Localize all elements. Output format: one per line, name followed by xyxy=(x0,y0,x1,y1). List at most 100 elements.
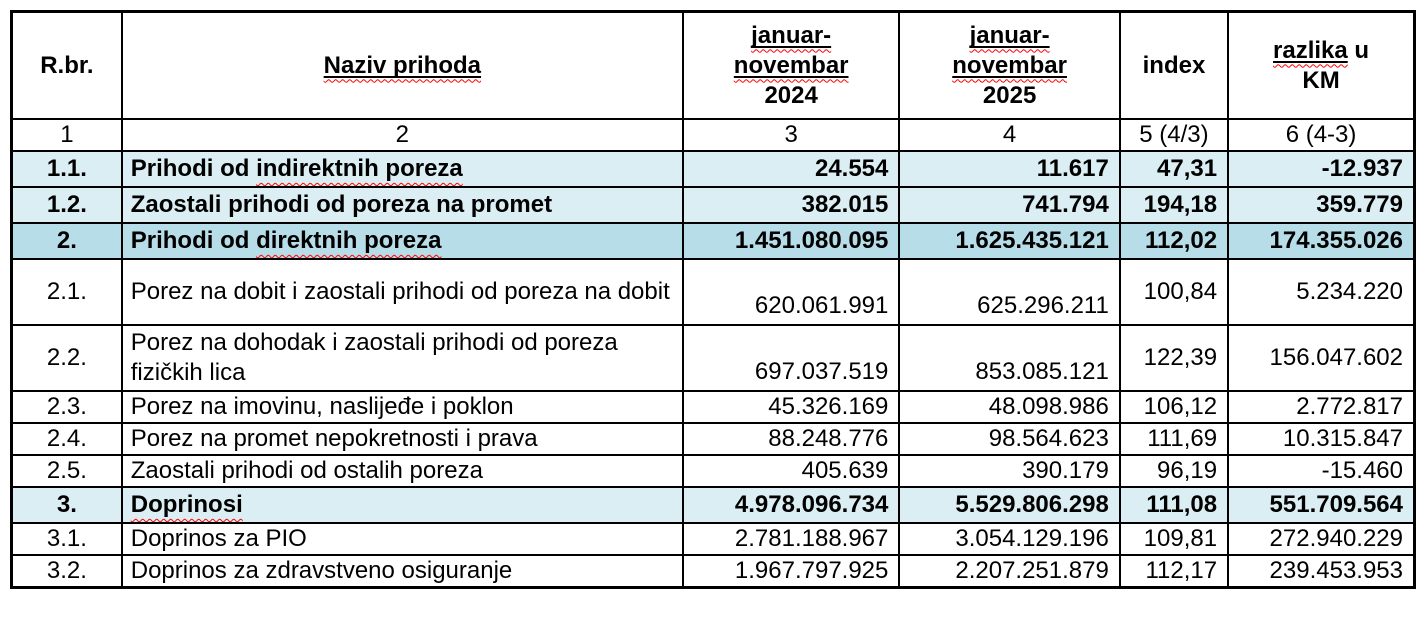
text-part: Zaostali prihodi od ostalih poreza xyxy=(130,457,483,484)
column-header-naziv: Naziv prihoda xyxy=(120,10,684,120)
text-part: Porez na dohodak i zaostali prihodi od p… xyxy=(130,329,618,386)
text-part: Porez na dobit i zaostali prihodi od por… xyxy=(130,278,670,305)
revenue-name-cell: Porez na dohodak i zaostali prihodi od p… xyxy=(120,324,684,392)
text-part-misspelled: Naziv prihoda xyxy=(324,52,481,79)
table-row-1-2: 1.2. Zaostali prihodi od poreza na promet… xyxy=(10,186,1416,224)
column-header-razlika: razlika u KM xyxy=(1227,10,1416,120)
squiggle-text: novembar xyxy=(733,51,849,79)
value-2024-cell: 45.326.169 xyxy=(681,390,901,424)
column-number-cell: 1 xyxy=(10,118,123,152)
difference-cell: 272.940.229 xyxy=(1227,522,1416,556)
index-cell: 194,18 xyxy=(1118,186,1230,224)
difference-cell: 551.709.564 xyxy=(1227,486,1416,524)
difference-cell: 10.315.847 xyxy=(1227,422,1416,456)
difference-cell: -12.937 xyxy=(1227,150,1416,188)
text-part: Porez na imovinu, naslijeđe i poklon xyxy=(130,393,514,420)
squiggle-text: razlika xyxy=(1273,36,1348,64)
difference-cell: 174.355.026 xyxy=(1227,222,1416,260)
value-2024-cell: 405.639 xyxy=(681,454,901,488)
difference-cell: 156.047.602 xyxy=(1227,324,1416,392)
value-2025-cell: 11.617 xyxy=(898,150,1121,188)
difference-cell: 239.453.953 xyxy=(1227,554,1416,589)
index-cell: 122,39 xyxy=(1118,324,1230,392)
value-2024-cell: 88.248.776 xyxy=(681,422,901,456)
text-part: Porez na promet nepokretnosti i prava xyxy=(130,425,538,452)
index-cell: 96,19 xyxy=(1118,454,1230,488)
index-cell: 47,31 xyxy=(1118,150,1230,188)
table-row-3-1: 3.1. Doprinos za PIO 2.781.188.967 3.054.12… xyxy=(10,522,1416,556)
text-part: 2024 xyxy=(764,81,818,109)
table-row-3-2: 3.2. Doprinos za zdravstveno osiguranje 1.… xyxy=(10,554,1416,589)
value-2025-cell: 5.529.806.298 xyxy=(898,486,1121,524)
table-row-2-5: 2.5. Zaostali prihodi od ostalih poreza 40… xyxy=(10,454,1416,488)
text-part: Doprinos za PIO xyxy=(130,525,307,552)
value-2025-cell: 48.098.986 xyxy=(898,390,1121,424)
revenue-table-container: R.br. Naziv prihoda januar-novembar 2024 jan… xyxy=(10,10,1416,589)
text-part: Prihodi od xyxy=(130,155,257,182)
revenue-name-cell: Doprinos za zdravstveno osiguranje xyxy=(120,554,684,589)
text-part-misspelled: januar- xyxy=(751,22,831,49)
squiggle-text: novembar xyxy=(952,51,1067,79)
column-number-cell: 5 (4/3) xyxy=(1118,118,1230,152)
index-cell: 111,08 xyxy=(1118,486,1230,524)
column-number-cell: 3 xyxy=(681,118,901,152)
text-part-misspelled: razlika xyxy=(1273,37,1348,64)
row-number-cell: 1.2. xyxy=(10,186,123,224)
text-part: 2025 xyxy=(982,81,1037,109)
value-2024-cell: 620.061.991 xyxy=(681,258,901,326)
column-header-rbr: R.br. xyxy=(10,10,123,120)
text-part-misspelled: indirektnih poreza xyxy=(256,155,463,182)
text-part: Zaostali prihodi od poreza na promet xyxy=(130,191,553,218)
row-number-cell: 3. xyxy=(10,486,123,524)
revenue-name-cell: Zaostali prihodi od ostalih poreza xyxy=(120,454,684,488)
index-cell: 106,12 xyxy=(1118,390,1230,424)
revenue-name-cell: Porez na dobit i zaostali prihodi od por… xyxy=(120,258,684,326)
value-2024-cell: 2.781.188.967 xyxy=(681,522,901,556)
value-2025-cell: 98.564.623 xyxy=(898,422,1121,456)
table-row-2-3: 2.3. Porez na imovinu, naslijeđe i poklon… xyxy=(10,390,1416,424)
revenue-table: R.br. Naziv prihoda januar-novembar 2024 jan… xyxy=(10,10,1416,589)
text-part-misspelled: novembar xyxy=(952,52,1067,79)
column-header-p2025: januar-novembar 2025 xyxy=(898,10,1121,120)
difference-cell: -15.460 xyxy=(1227,454,1416,488)
column-number-cell: 2 xyxy=(120,118,684,152)
text-part: Doprinos za zdravstveno osiguranje xyxy=(130,557,513,584)
column-number-cell: 6 (4-3) xyxy=(1227,118,1416,152)
difference-cell: 5.234.220 xyxy=(1227,258,1416,326)
text-part: u xyxy=(1347,36,1370,64)
index-cell: 100,84 xyxy=(1118,258,1230,326)
revenue-name-cell: Zaostali prihodi od poreza na promet xyxy=(120,186,684,224)
table-row-1-1: 1.1. Prihodi od indirektnih poreza 24.554 1… xyxy=(10,150,1416,188)
revenue-name-cell: Porez na imovinu, naslijeđe i poklon xyxy=(120,390,684,424)
text-part-misspelled: januar- xyxy=(970,22,1050,49)
text-part-misspelled: novembar xyxy=(734,52,849,79)
row-number-cell: 2.2. xyxy=(10,324,123,392)
text-part: Prihodi od xyxy=(130,227,257,254)
revenue-name-cell: Porez na promet nepokretnosti i prava xyxy=(120,422,684,456)
table-row-2-4: 2.4. Porez na promet nepokretnosti i prav… xyxy=(10,422,1416,456)
text-part-misspelled: direktnih poreza xyxy=(256,227,442,254)
table-row-2: 2. Prihodi od direktnih poreza 1.451.080.0… xyxy=(10,222,1416,260)
value-2024-cell: 4.978.096.734 xyxy=(681,486,901,524)
row-number-cell: 2. xyxy=(10,222,123,260)
revenue-name-cell: Doprinosi xyxy=(120,486,684,524)
value-2025-cell: 625.296.211 xyxy=(898,258,1121,326)
row-number-cell: 2.5. xyxy=(10,454,123,488)
revenue-name-cell: Doprinos za PIO xyxy=(120,522,684,556)
value-2025-cell: 853.085.121 xyxy=(898,324,1121,392)
text-part: R.br. xyxy=(40,51,94,79)
row-number-cell: 3.1. xyxy=(10,522,123,556)
index-cell: 112,17 xyxy=(1118,554,1230,589)
squiggle-text: Naziv prihoda xyxy=(323,51,481,79)
value-2024-cell: 1.451.080.095 xyxy=(681,222,901,260)
row-number-cell: 2.3. xyxy=(10,390,123,424)
value-2025-cell: 3.054.129.196 xyxy=(898,522,1121,556)
text-part: KM xyxy=(1302,66,1340,94)
row-number-cell: 1.1. xyxy=(10,150,123,188)
index-cell: 112,02 xyxy=(1118,222,1230,260)
index-cell: 109,81 xyxy=(1118,522,1230,556)
row-number-cell: 2.1. xyxy=(10,258,123,326)
column-header-index: index xyxy=(1118,10,1230,120)
